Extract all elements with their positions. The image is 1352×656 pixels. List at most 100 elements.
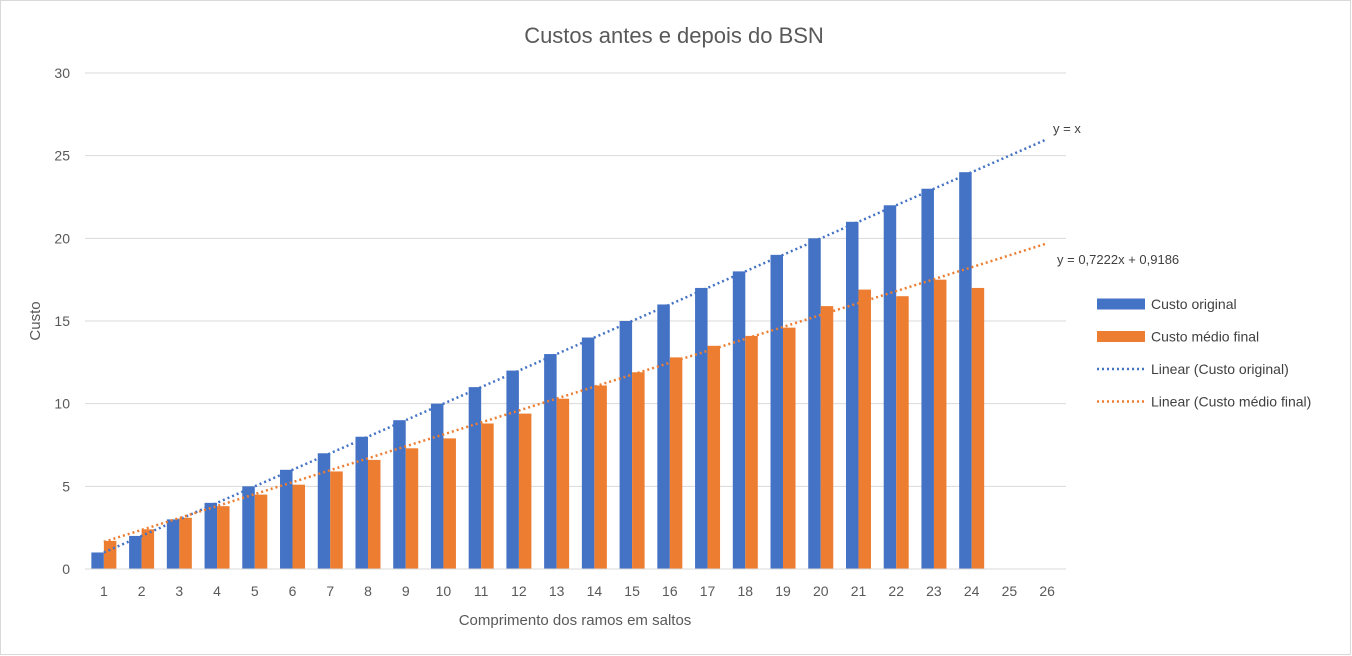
bar	[695, 287, 708, 569]
x-tick-label: 13	[549, 583, 565, 599]
bar	[858, 289, 871, 569]
bar	[971, 287, 985, 569]
y-axis-tick-labels: 0 5 10 15 20 25 30	[54, 65, 70, 577]
x-tick-label: 10	[436, 583, 452, 599]
bar	[355, 436, 368, 569]
bar	[393, 420, 406, 569]
bar	[481, 423, 494, 569]
legend-label: Linear (Custo médio final)	[1151, 394, 1311, 410]
x-tick-label: 15	[624, 583, 640, 599]
bar	[204, 502, 218, 569]
bar	[544, 354, 557, 569]
x-tick-label: 4	[213, 583, 221, 599]
trendline-equation: y = 0,7222x + 0,9186	[1057, 252, 1179, 267]
x-tick-label: 1	[100, 583, 108, 599]
bar	[217, 506, 230, 569]
bar	[91, 552, 104, 569]
bar	[783, 327, 796, 569]
legend[interactable]: Custo original Custo médio final Linear (C…	[1097, 296, 1311, 410]
bar	[883, 205, 897, 569]
bar	[468, 387, 482, 569]
x-tick-label: 8	[364, 583, 372, 599]
trendlines	[103, 137, 1048, 554]
x-tick-label: 2	[138, 583, 146, 599]
bar	[254, 494, 268, 569]
bar	[242, 486, 255, 569]
x-tick-label: 26	[1039, 583, 1055, 599]
x-tick-label: 3	[175, 583, 183, 599]
trendline-equation: y = x	[1053, 121, 1081, 136]
bar	[317, 453, 331, 569]
bar	[732, 271, 746, 569]
x-tick-label: 14	[587, 583, 603, 599]
bar	[632, 372, 645, 569]
bar	[129, 535, 142, 569]
x-tick-label: 19	[775, 583, 791, 599]
bar	[518, 413, 532, 569]
legend-label: Custo médio final	[1151, 329, 1259, 345]
x-tick-label: 9	[402, 583, 410, 599]
x-tick-label: 12	[511, 583, 527, 599]
bar	[103, 540, 117, 569]
bar	[443, 438, 456, 569]
x-tick-label: 16	[662, 583, 678, 599]
bar	[959, 172, 972, 569]
y-tick-label: 5	[62, 478, 70, 494]
x-tick-label: 25	[1002, 583, 1018, 599]
y-tick-label: 20	[54, 230, 70, 246]
bar	[745, 335, 758, 569]
bar	[292, 484, 306, 569]
bar	[330, 471, 343, 569]
bar	[619, 321, 633, 569]
bar	[707, 345, 721, 569]
legend-label: Linear (Custo original)	[1151, 361, 1289, 377]
trendline-equations: y = x y = 0,7222x + 0,9186	[1053, 121, 1179, 267]
bar	[141, 529, 155, 569]
bar	[179, 517, 192, 569]
bar	[367, 459, 381, 569]
x-tick-label: 11	[474, 583, 489, 599]
chart-title: Custos antes e depois do BSN	[524, 23, 824, 48]
x-tick-label: 7	[326, 583, 334, 599]
x-tick-label: 6	[289, 583, 297, 599]
bar	[845, 221, 859, 570]
gridlines	[85, 72, 1066, 487]
legend-label: Custo original	[1151, 296, 1237, 312]
y-axis-title: Custo	[27, 301, 44, 340]
bar	[770, 254, 784, 569]
bar	[896, 296, 909, 569]
bar	[594, 385, 607, 569]
x-axis-tick-labels: 1 2 3 4 5 6 7 8 9 10 11 12 13 14 15 16 17 18 19 20 21 22 23 24 2…	[100, 583, 1055, 599]
x-tick-label: 17	[700, 583, 716, 599]
bar	[280, 469, 293, 569]
bar	[808, 238, 821, 570]
bar	[166, 519, 180, 569]
x-tick-label: 22	[888, 583, 904, 599]
x-tick-label: 24	[964, 583, 980, 599]
bar	[669, 357, 683, 569]
x-tick-label: 23	[926, 583, 942, 599]
bar	[657, 304, 670, 569]
bar	[933, 279, 947, 569]
x-tick-label: 20	[813, 583, 829, 599]
bar	[581, 337, 595, 569]
legend-swatch	[1097, 331, 1145, 342]
trendline	[103, 137, 1048, 554]
y-tick-label: 30	[54, 65, 70, 81]
bar	[820, 306, 834, 569]
bar	[556, 398, 570, 569]
x-tick-label: 5	[251, 583, 259, 599]
y-tick-label: 25	[54, 148, 70, 164]
x-tick-label: 21	[851, 583, 867, 599]
x-tick-label: 18	[737, 583, 753, 599]
y-tick-label: 0	[62, 561, 70, 577]
bar	[430, 403, 444, 569]
x-axis-title: Comprimento dos ramos em saltos	[459, 612, 692, 629]
bar	[921, 188, 934, 569]
y-tick-label: 10	[54, 396, 70, 412]
y-tick-label: 15	[54, 313, 70, 329]
legend-swatch	[1097, 298, 1145, 310]
bar	[506, 370, 519, 569]
bars	[91, 172, 985, 570]
